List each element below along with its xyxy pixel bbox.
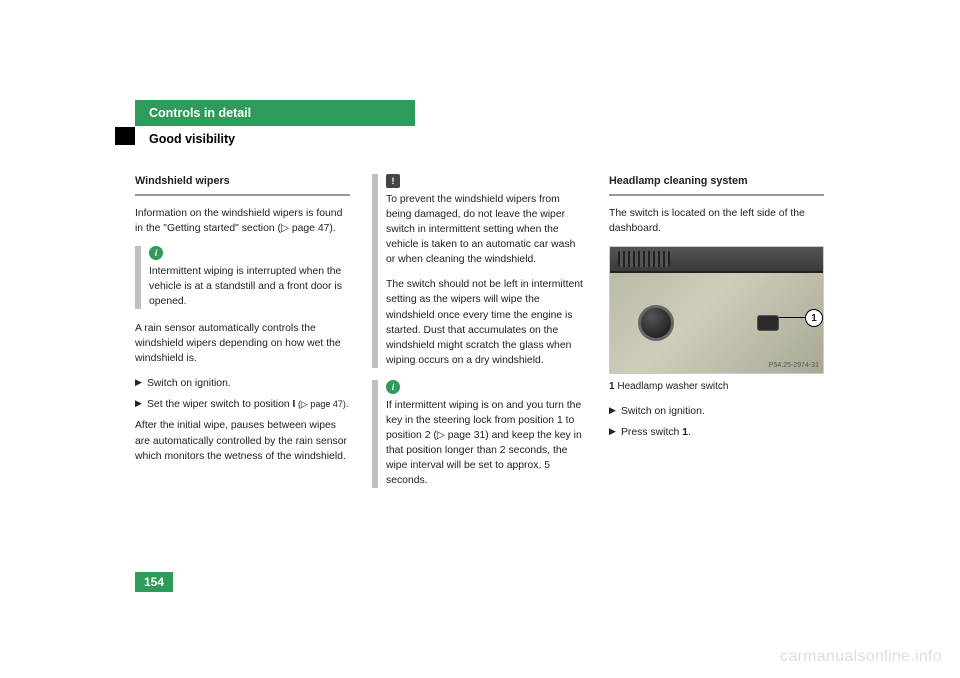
step-item: ▶ Press switch 1. xyxy=(609,425,824,440)
callout-text: To prevent the windshield wipers from be… xyxy=(386,192,587,267)
photo-caption: 1 Headlamp washer switch xyxy=(609,380,824,395)
section-title: Good visibility xyxy=(135,126,825,152)
callout-body: i Intermittent wiping is interrupted whe… xyxy=(149,246,350,309)
photo-code: P54.25-2974-31 xyxy=(769,361,819,371)
step-item: ▶ Switch on ignition. xyxy=(609,404,824,419)
step-text: Switch on ignition. xyxy=(147,376,350,391)
dashboard-photo: 1 P54.25-2974-31 xyxy=(609,246,824,374)
vent-grille xyxy=(618,251,670,267)
chapter-title: Controls in detail xyxy=(135,100,415,126)
callout-number-circle: 1 xyxy=(805,309,823,327)
callout-text: If intermittent wiping is on and you tur… xyxy=(386,398,587,488)
callout-text: The switch should not be left in intermi… xyxy=(386,277,587,367)
column-2: ! To prevent the windshield wipers from … xyxy=(372,174,587,500)
rotary-knob xyxy=(638,305,674,341)
content-columns: Windshield wipers Information on the win… xyxy=(135,174,825,500)
triangle-bullet-icon: ▶ xyxy=(609,425,621,440)
watermark: carmanualsonline.info xyxy=(780,648,942,666)
column-3: Headlamp cleaning system The switch is l… xyxy=(609,174,824,500)
manual-page: Controls in detail Good visibility Winds… xyxy=(135,100,825,500)
callout-bar xyxy=(372,174,378,368)
windshield-wipers-heading: Windshield wipers xyxy=(135,174,350,196)
step-text: Press switch 1. xyxy=(621,425,824,440)
info-icon: i xyxy=(386,380,400,394)
caption-text: Headlamp washer switch xyxy=(615,381,729,392)
body-text: Information on the windshield wipers is … xyxy=(135,206,350,236)
callout-bar xyxy=(372,380,378,488)
column-1: Windshield wipers Information on the win… xyxy=(135,174,350,500)
warning-callout: ! To prevent the windshield wipers from … xyxy=(372,174,587,368)
washer-button xyxy=(757,315,779,331)
callout-body: i If intermittent wiping is on and you t… xyxy=(386,380,587,488)
step-item: ▶ Set the wiper switch to position I (▷ … xyxy=(135,397,350,412)
triangle-bullet-icon: ▶ xyxy=(135,397,147,412)
warning-icon: ! xyxy=(386,174,400,188)
body-text: A rain sensor automatically controls the… xyxy=(135,321,350,366)
step-item: ▶ Switch on ignition. xyxy=(135,376,350,391)
step-text: Switch on ignition. xyxy=(621,404,824,419)
info-icon: i xyxy=(149,246,163,260)
triangle-bullet-icon: ▶ xyxy=(135,376,147,391)
callout-body: ! To prevent the windshield wipers from … xyxy=(386,174,587,368)
step-text-part: Set the wiper switch to position xyxy=(147,399,293,410)
body-text: After the initial wipe, pauses between w… xyxy=(135,418,350,463)
callout-text: Intermittent wiping is interrupted when … xyxy=(149,264,350,309)
body-text: The switch is located on the left side o… xyxy=(609,206,824,236)
page-number: 154 xyxy=(135,572,173,592)
info-callout: i Intermittent wiping is interrupted whe… xyxy=(135,246,350,309)
side-tab xyxy=(115,127,135,145)
step-text-ref: (▷ page 47). xyxy=(295,399,348,409)
info-callout: i If intermittent wiping is on and you t… xyxy=(372,380,587,488)
headlamp-cleaning-heading: Headlamp cleaning system xyxy=(609,174,824,196)
step-text-part: Press switch xyxy=(621,427,682,438)
step-text: Set the wiper switch to position I (▷ pa… xyxy=(147,397,350,412)
step-text-part: . xyxy=(688,427,691,438)
triangle-bullet-icon: ▶ xyxy=(609,404,621,419)
callout-bar xyxy=(135,246,141,309)
